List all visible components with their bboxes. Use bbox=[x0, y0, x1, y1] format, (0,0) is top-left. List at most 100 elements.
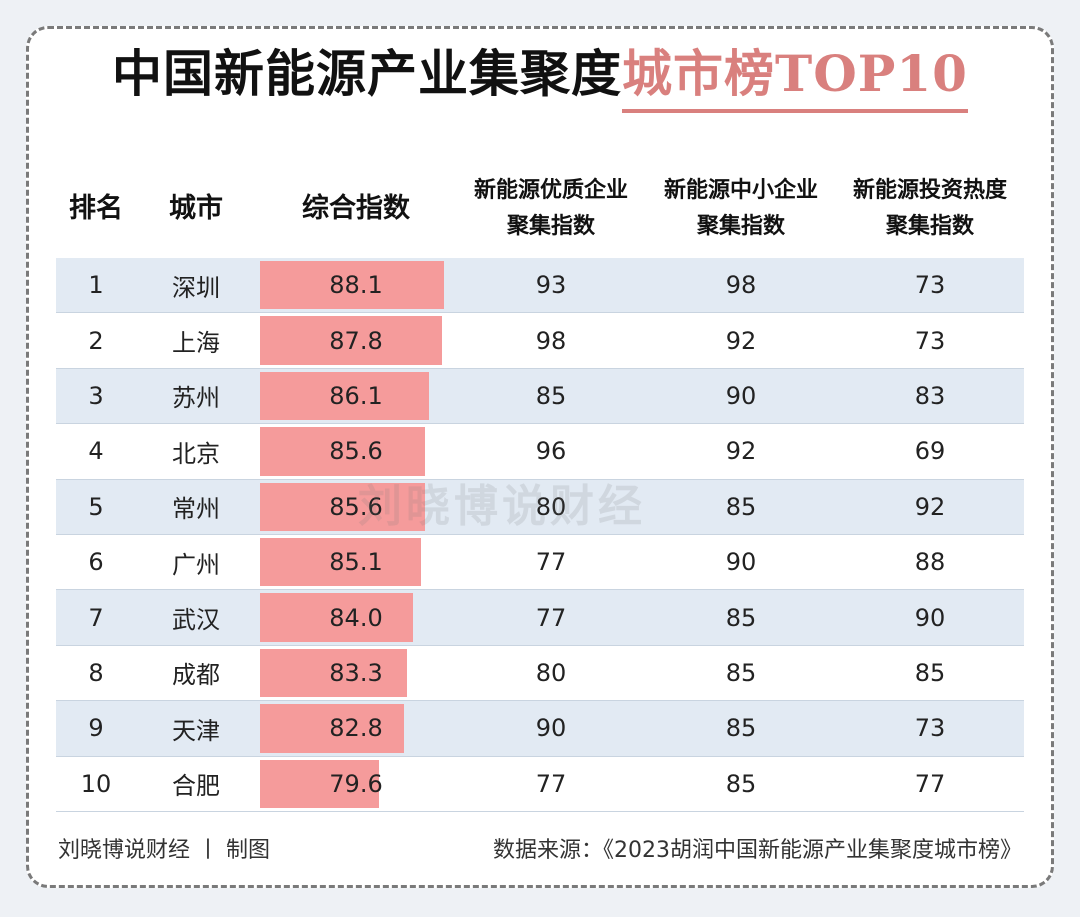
composite-bar bbox=[260, 648, 408, 698]
sme-index-cell: 85 bbox=[646, 479, 836, 535]
table-row: 5 常州 85.6 80 85 92 bbox=[56, 479, 1024, 535]
investment-index-cell: 73 bbox=[836, 312, 1024, 369]
quality-index-cell: 96 bbox=[456, 423, 646, 480]
rank-cell: 4 bbox=[56, 423, 136, 480]
header-row: 排名 城市 综合指数 新能源优质企业 聚集指数 新能源中小企业 聚集指数 新能源投资… bbox=[56, 160, 1024, 258]
composite-bar bbox=[260, 537, 422, 587]
col-header-quality: 新能源优质企业 聚集指数 bbox=[473, 178, 628, 239]
city-cell: 武汉 bbox=[136, 589, 256, 646]
rank-cell: 9 bbox=[56, 700, 136, 757]
composite-cell: 79.6 bbox=[256, 756, 456, 812]
composite-cell: 85.6 bbox=[256, 423, 456, 480]
title-accent: 城市榜TOP10 bbox=[622, 44, 968, 113]
quality-index-cell: 77 bbox=[456, 534, 646, 591]
table-row: 7 武汉 84.0 77 85 90 bbox=[56, 589, 1024, 646]
sme-index-cell: 90 bbox=[646, 368, 836, 425]
col-header-investment: 新能源投资热度 聚集指数 bbox=[852, 178, 1007, 239]
investment-index-cell: 90 bbox=[836, 589, 1024, 646]
sme-index-cell: 85 bbox=[646, 756, 836, 812]
table-row: 9 天津 82.8 90 85 73 bbox=[56, 700, 1024, 757]
composite-bar bbox=[260, 704, 404, 753]
quality-index-cell: 93 bbox=[456, 258, 646, 314]
ranking-table: 排名 城市 综合指数 新能源优质企业 聚集指数 新能源中小企业 聚集指数 新能源投资… bbox=[56, 160, 1024, 812]
composite-bar bbox=[260, 371, 429, 421]
table-row: 1 深圳 88.1 93 98 73 bbox=[56, 258, 1024, 314]
col-header-rank: 排名 bbox=[69, 193, 123, 224]
investment-index-cell: 85 bbox=[836, 645, 1024, 702]
investment-index-cell: 73 bbox=[836, 700, 1024, 757]
city-cell: 广州 bbox=[136, 534, 256, 591]
composite-cell: 85.6 bbox=[256, 479, 456, 535]
sme-index-cell: 85 bbox=[646, 700, 836, 757]
table-row: 3 苏州 86.1 85 90 83 bbox=[56, 368, 1024, 425]
composite-cell: 87.8 bbox=[256, 312, 456, 369]
investment-index-cell: 77 bbox=[836, 756, 1024, 812]
quality-index-cell: 85 bbox=[456, 368, 646, 425]
rank-cell: 3 bbox=[56, 368, 136, 425]
quality-index-cell: 77 bbox=[456, 756, 646, 812]
table-row: 6 广州 85.1 77 90 88 bbox=[56, 534, 1024, 591]
composite-cell: 85.1 bbox=[256, 534, 456, 591]
city-cell: 合肥 bbox=[136, 756, 256, 812]
sme-index-cell: 85 bbox=[646, 645, 836, 702]
composite-cell: 84.0 bbox=[256, 589, 456, 646]
footer-source: 数据来源：《2023胡润中国新能源产业集聚度城市榜》 bbox=[493, 838, 1022, 863]
composite-bar bbox=[260, 759, 380, 808]
composite-value: 85.6 bbox=[329, 492, 383, 521]
table-row: 2 上海 87.8 98 92 73 bbox=[56, 312, 1024, 369]
rank-cell: 1 bbox=[56, 258, 136, 314]
composite-value: 82.8 bbox=[329, 714, 383, 743]
investment-index-cell: 92 bbox=[836, 479, 1024, 535]
rank-cell: 2 bbox=[56, 312, 136, 369]
city-cell: 成都 bbox=[136, 645, 256, 702]
quality-index-cell: 80 bbox=[456, 645, 646, 702]
sme-index-cell: 98 bbox=[646, 258, 836, 314]
col-header-sme: 新能源中小企业 聚集指数 bbox=[663, 178, 818, 239]
composite-bar bbox=[260, 316, 442, 365]
title-main: 中国新能源产业集聚度 bbox=[112, 44, 623, 103]
quality-index-cell: 77 bbox=[456, 589, 646, 646]
rank-cell: 6 bbox=[56, 534, 136, 591]
rank-cell: 5 bbox=[56, 479, 136, 535]
composite-value: 87.8 bbox=[329, 326, 383, 355]
composite-bar bbox=[260, 482, 425, 531]
composite-bar bbox=[260, 593, 413, 642]
composite-cell: 86.1 bbox=[256, 368, 456, 425]
col-header-city: 城市 bbox=[169, 193, 223, 224]
composite-value: 88.1 bbox=[329, 271, 383, 300]
sme-index-cell: 90 bbox=[646, 534, 836, 591]
composite-value: 85.1 bbox=[329, 548, 383, 577]
footer-credit: 刘晓博说财经 丨 制图 bbox=[58, 838, 270, 863]
city-cell: 北京 bbox=[136, 423, 256, 480]
rank-cell: 10 bbox=[56, 756, 136, 812]
sme-index-cell: 92 bbox=[646, 423, 836, 480]
investment-index-cell: 69 bbox=[836, 423, 1024, 480]
composite-value: 79.6 bbox=[329, 769, 383, 798]
sme-index-cell: 85 bbox=[646, 589, 836, 646]
col-header-composite: 综合指数 bbox=[302, 193, 410, 224]
sme-index-cell: 92 bbox=[646, 312, 836, 369]
composite-cell: 82.8 bbox=[256, 700, 456, 757]
investment-index-cell: 73 bbox=[836, 258, 1024, 314]
page-title: 中国新能源产业集聚度城市榜TOP10 bbox=[28, 34, 1052, 144]
quality-index-cell: 90 bbox=[456, 700, 646, 757]
composite-bar bbox=[260, 427, 425, 476]
composite-value: 86.1 bbox=[329, 381, 383, 410]
composite-value: 83.3 bbox=[329, 658, 383, 687]
table-row: 4 北京 85.6 96 92 69 bbox=[56, 423, 1024, 480]
quality-index-cell: 98 bbox=[456, 312, 646, 369]
composite-cell: 88.1 bbox=[256, 258, 456, 314]
table-row: 8 成都 83.3 80 85 85 bbox=[56, 645, 1024, 702]
table-row: 10 合肥 79.6 77 85 77 bbox=[56, 756, 1024, 812]
composite-value: 84.0 bbox=[329, 603, 383, 632]
composite-cell: 83.3 bbox=[256, 645, 456, 702]
city-cell: 深圳 bbox=[136, 258, 256, 314]
city-cell: 上海 bbox=[136, 312, 256, 369]
quality-index-cell: 80 bbox=[456, 479, 646, 535]
composite-bar bbox=[260, 261, 444, 310]
composite-value: 85.6 bbox=[329, 437, 383, 466]
table-body: 1 深圳 88.1 93 98 73 2 上海 87.8 98 92 73 3 苏州 86.1 85 90 83 4… bbox=[56, 258, 1024, 812]
city-cell: 天津 bbox=[136, 700, 256, 757]
investment-index-cell: 88 bbox=[836, 534, 1024, 591]
city-cell: 苏州 bbox=[136, 368, 256, 425]
